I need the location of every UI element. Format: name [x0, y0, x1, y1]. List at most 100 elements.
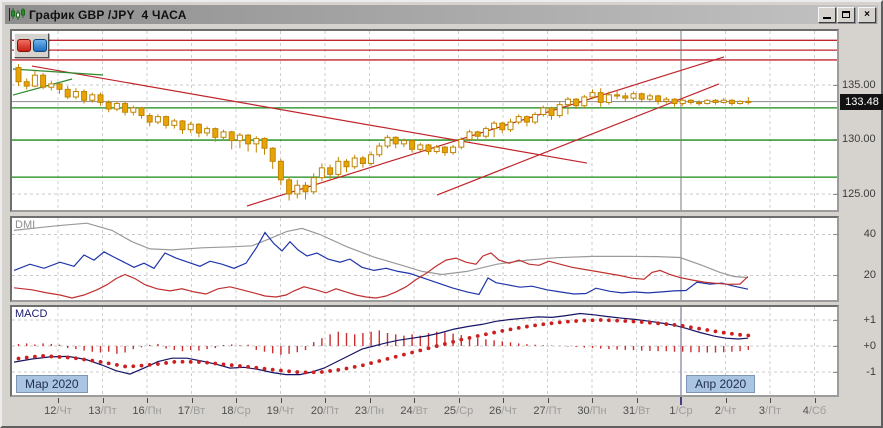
- macd-axis-label: -1: [866, 365, 876, 378]
- time-axis-label: 31/Вт: [614, 405, 660, 417]
- time-axis-label: 26/Чт: [480, 405, 526, 417]
- time-tick: [592, 398, 593, 403]
- time-axis-label: 27/Пт: [525, 405, 571, 417]
- weekday-abbr: /Ср: [456, 405, 474, 417]
- weekday-abbr: /Пт: [100, 405, 117, 417]
- price-chart-canvas: [12, 31, 837, 210]
- date-number: 2: [714, 405, 721, 417]
- month-label-april: Апр 2020: [686, 375, 756, 393]
- time-axis-label: 20/Пт: [302, 405, 348, 417]
- date-number: 1: [669, 405, 676, 417]
- time-tick: [191, 398, 193, 403]
- date-number: 25: [443, 405, 457, 417]
- weekday-abbr: /Пн: [589, 405, 607, 417]
- time-axis-label: 24/Вт: [391, 405, 437, 417]
- time-tick: [325, 398, 326, 403]
- macd-panel-label: MACD: [15, 308, 48, 320]
- weekday-abbr: /Пт: [323, 405, 340, 417]
- price-chart-panel[interactable]: [10, 29, 839, 212]
- date-number: 4: [802, 405, 809, 417]
- current-price-badge: 133.48: [840, 94, 883, 110]
- date-number: 3: [758, 405, 766, 417]
- date-number: 23: [354, 405, 368, 417]
- macd-axis-label: +0: [863, 339, 876, 352]
- time-axis-label: 2/Чт: [703, 405, 749, 417]
- weekday-abbr: /Ср: [675, 405, 693, 417]
- weekday-abbr: /Ср: [233, 405, 251, 417]
- dmi-indicator-panel[interactable]: DMI: [10, 216, 839, 302]
- macd-canvas: [12, 307, 837, 395]
- time-tick: [770, 398, 771, 403]
- price-tick: [833, 193, 839, 195]
- date-number: 26: [489, 405, 502, 417]
- macd-histogram: [17, 330, 749, 355]
- gridlines: [57, 218, 815, 300]
- weekday-abbr: /Вт: [190, 405, 206, 417]
- blue-marker-button[interactable]: [32, 39, 47, 52]
- minimize-icon: [823, 17, 831, 19]
- maximize-button[interactable]: [837, 6, 855, 23]
- time-tick: [280, 398, 282, 403]
- date-number: 13: [88, 405, 101, 417]
- time-tick: [681, 398, 682, 403]
- time-axis-label: 19/Чт: [258, 405, 304, 417]
- time-axis-label: 13/Пт: [80, 405, 126, 417]
- weekday-abbr: /Вт: [635, 405, 651, 417]
- dmi-tick: [833, 275, 839, 276]
- date-number: 20: [310, 405, 324, 417]
- weekday-abbr: /Пт: [765, 405, 782, 417]
- date-number: 31: [622, 405, 636, 417]
- date-number: 27: [533, 405, 546, 417]
- date-number: 16: [132, 405, 145, 417]
- price-tick: [833, 139, 839, 140]
- macd-tick: [833, 371, 839, 373]
- macd-signal-dots: [16, 318, 751, 375]
- time-axis-label: 17/Вт: [169, 405, 215, 417]
- date-number: 19: [266, 405, 279, 417]
- dmi-axis-label: 20: [863, 269, 876, 281]
- macd-indicator-panel[interactable]: MACD: [10, 305, 839, 397]
- candles: [15, 64, 752, 201]
- time-tick: [58, 398, 59, 403]
- month-label-march: Мар 2020: [16, 375, 88, 393]
- dmi-canvas: [12, 218, 837, 300]
- price-tick: [833, 84, 839, 86]
- time-axis-label: 16/Пн: [124, 405, 170, 417]
- time-axis-label: 12/Чт: [35, 405, 81, 417]
- window-title: График GBP /JPY 4 ЧАСА: [29, 7, 187, 22]
- maximize-icon: [842, 11, 850, 18]
- weekday-abbr: /Чт: [720, 405, 737, 417]
- red-marker-button[interactable]: [16, 39, 31, 52]
- close-icon: ×: [864, 8, 870, 20]
- time-axis-label: 25/Ср: [436, 405, 482, 417]
- dmi-panel-label: DMI: [15, 219, 36, 231]
- candlestick-chart-icon: [9, 8, 25, 21]
- time-tick: [236, 398, 237, 403]
- chart-mini-toolbar: [14, 33, 49, 58]
- time-tick: [414, 398, 415, 403]
- date-number: 18: [221, 405, 234, 417]
- time-tick: [102, 398, 104, 403]
- time-axis-label: 4/Сб: [792, 405, 838, 417]
- close-button[interactable]: ×: [858, 6, 876, 23]
- time-tick: [369, 398, 371, 403]
- weekday-abbr: /Пн: [144, 405, 162, 417]
- time-tick: [725, 398, 727, 403]
- time-tick: [547, 398, 549, 403]
- minimize-button[interactable]: [818, 6, 836, 23]
- price-axis-label: 125.00: [842, 187, 876, 200]
- time-tick: [636, 398, 638, 403]
- date-number: 12: [44, 405, 57, 417]
- weekday-abbr: /Сб: [808, 405, 827, 417]
- date-number: 17: [177, 405, 191, 417]
- weekday-abbr: /Вт: [412, 405, 428, 417]
- price-axis-label: 135.00: [842, 78, 876, 91]
- date-number: 30: [577, 405, 590, 417]
- weekday-abbr: /Чт: [501, 405, 517, 417]
- title-bar[interactable]: График GBP /JPY 4 ЧАСА ×: [5, 5, 878, 24]
- price-axis-label: 130.00: [842, 133, 876, 145]
- time-tick: [503, 398, 504, 403]
- macd-axis-label: +1: [863, 313, 876, 326]
- time-axis-label: 18/Ср: [213, 405, 259, 417]
